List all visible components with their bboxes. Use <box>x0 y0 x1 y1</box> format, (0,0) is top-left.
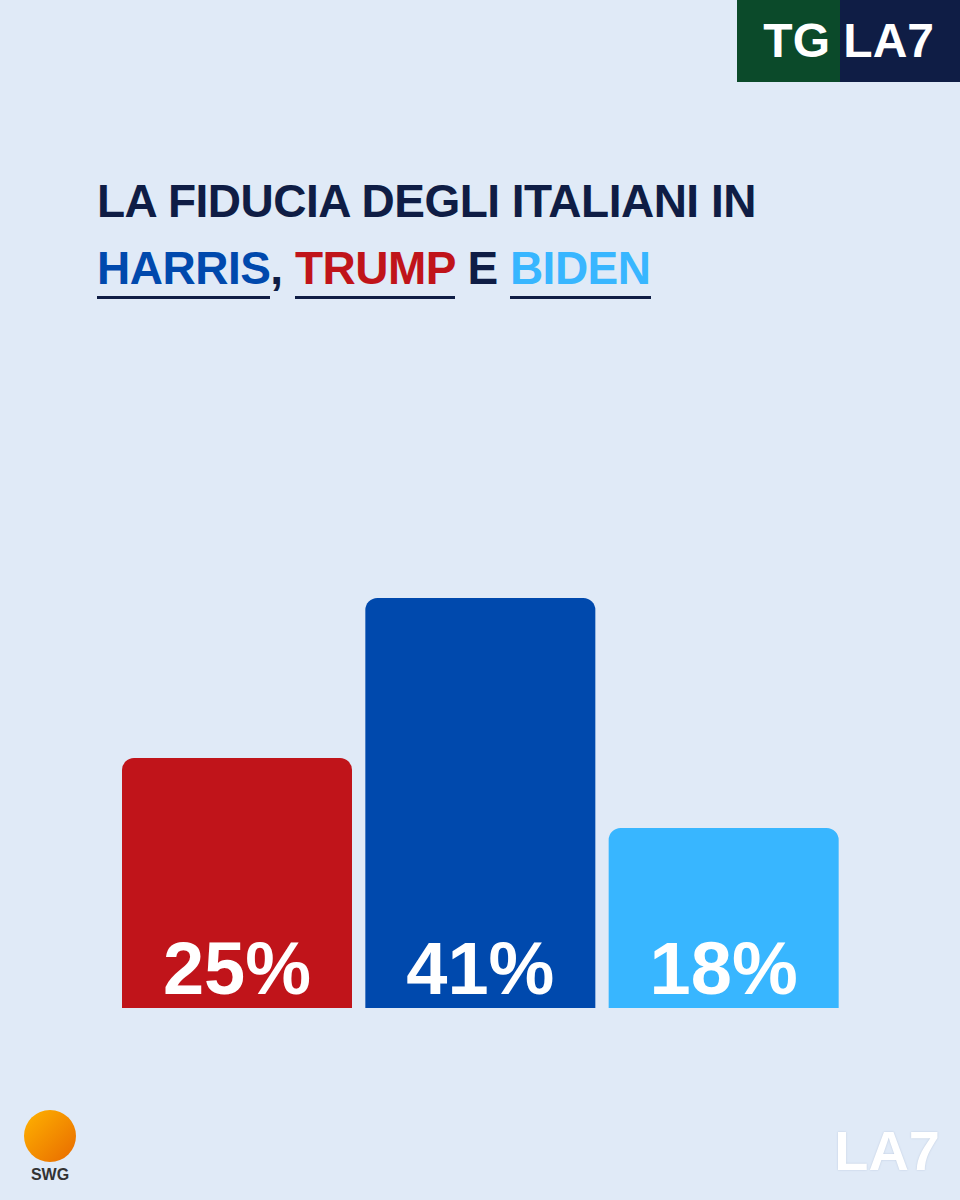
html-text:LA7: LA7 <box>834 1119 940 1182</box>
html-text:LA FIDUCIA DEGLI ITALIANI IN: LA FIDUCIA DEGLI ITALIANI IN <box>97 175 756 227</box>
html-text:SWG: SWG <box>30 1166 70 1183</box>
svg-text:41%: 41% <box>406 927 554 1010</box>
svg-text:25%: 25% <box>163 927 311 1010</box>
html-text:TG LA7: TG LA7 <box>763 14 934 67</box>
svg-text:18%: 18% <box>650 927 798 1010</box>
html-text:HARRIS, TRUMP E BIDEN: HARRIS, TRUMP E BIDEN <box>97 241 651 294</box>
